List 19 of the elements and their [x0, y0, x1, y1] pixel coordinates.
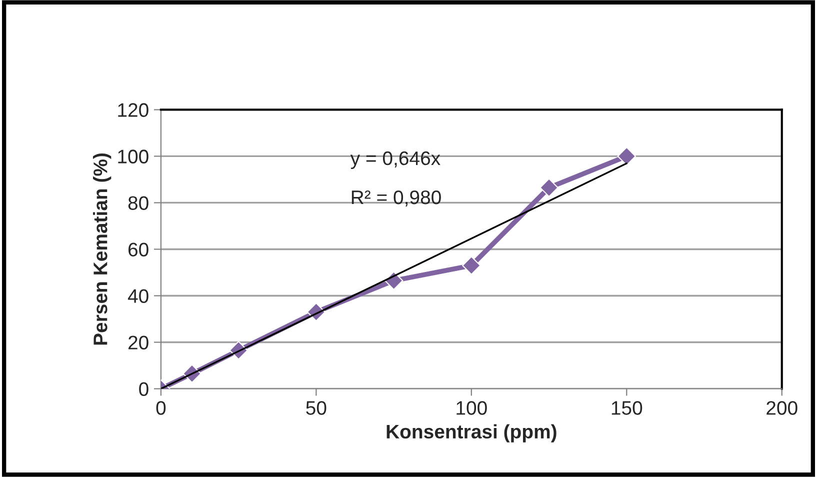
y-tick-label: 100 [118, 150, 148, 164]
x-axis-title: Konsentrasi (ppm) [386, 424, 556, 442]
y-tick-label: 0 [139, 382, 148, 396]
x-tick-label: 50 [306, 401, 326, 415]
y-tick-label: 80 [128, 196, 148, 210]
x-tick-label: 150 [612, 401, 642, 415]
y-tick-label: 60 [128, 242, 148, 256]
x-tick-label: 0 [156, 401, 166, 415]
y-tick-label: 20 [128, 336, 148, 350]
point [617, 146, 636, 166]
x-tick-label: 200 [766, 401, 798, 415]
y-tick-label: 40 [128, 289, 148, 303]
x-tick-label: 100 [456, 401, 487, 415]
point [462, 256, 481, 275]
point [540, 178, 558, 197]
annotation: y = 0,646x [350, 151, 440, 169]
annotation: R² = 0,980 [352, 190, 441, 207]
y-axis-title: Persen Kematian (%) [93, 153, 112, 345]
y-tick-label: 120 [118, 103, 148, 117]
